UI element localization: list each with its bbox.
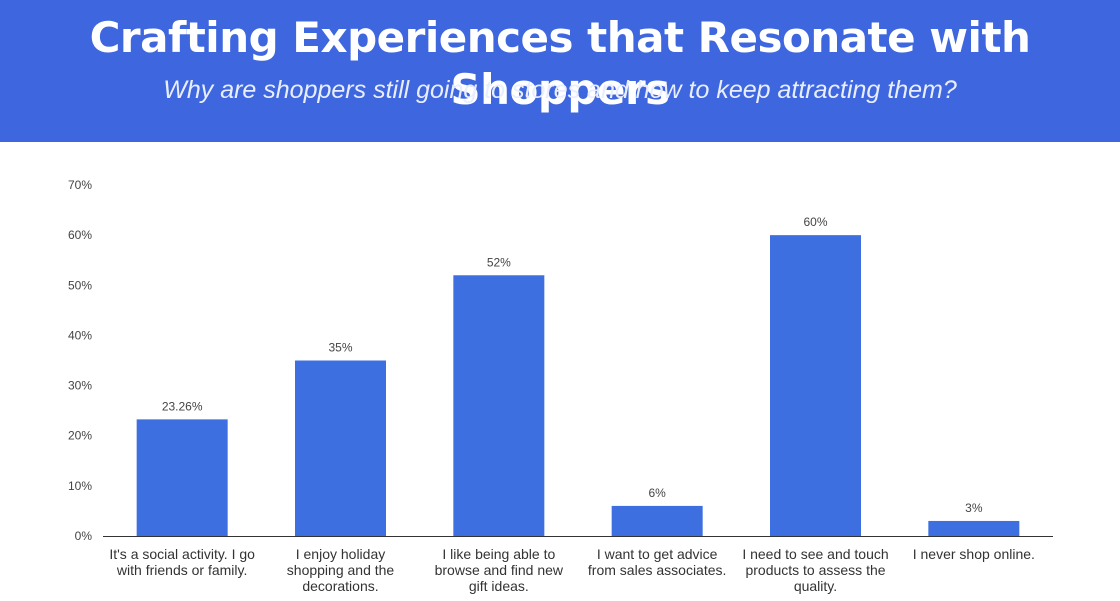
y-tick-label: 60% (68, 228, 92, 242)
data-label: 6% (648, 486, 666, 500)
y-tick-label: 0% (75, 529, 93, 543)
data-label: 52% (487, 255, 511, 269)
data-label: 35% (328, 341, 352, 355)
data-label: 3% (965, 501, 983, 515)
x-tick-label: I want to get advice from sales associat… (587, 546, 727, 578)
y-tick-label: 30% (68, 379, 92, 393)
y-tick-label: 40% (68, 328, 92, 342)
header-banner: Crafting Experiences that Resonate with … (0, 0, 1120, 142)
y-tick-label: 20% (68, 429, 92, 443)
y-tick-label: 70% (68, 178, 92, 192)
y-tick-label: 10% (68, 479, 92, 493)
bar (453, 275, 545, 536)
bar (136, 419, 228, 536)
x-tick-label: I need to see and touch products to asse… (742, 546, 889, 594)
page-subtitle: Why are shoppers still going to stores a… (163, 76, 957, 104)
x-tick-label: I never shop online. (912, 546, 1035, 562)
y-tick-label: 50% (68, 278, 92, 292)
bar (770, 235, 861, 536)
data-label: 60% (803, 215, 827, 229)
page-title: Crafting Experiences that Resonate with … (89, 13, 1031, 114)
bar (295, 360, 386, 536)
bar (611, 505, 703, 536)
bar (928, 520, 1020, 536)
x-tick-label: I enjoy holiday shopping and the decorat… (286, 546, 395, 594)
data-label: 23.26% (162, 399, 203, 413)
x-tick-label: It's a social activity. I go with friend… (109, 546, 255, 578)
x-tick-label: I like being able to browse and find new… (434, 546, 564, 594)
